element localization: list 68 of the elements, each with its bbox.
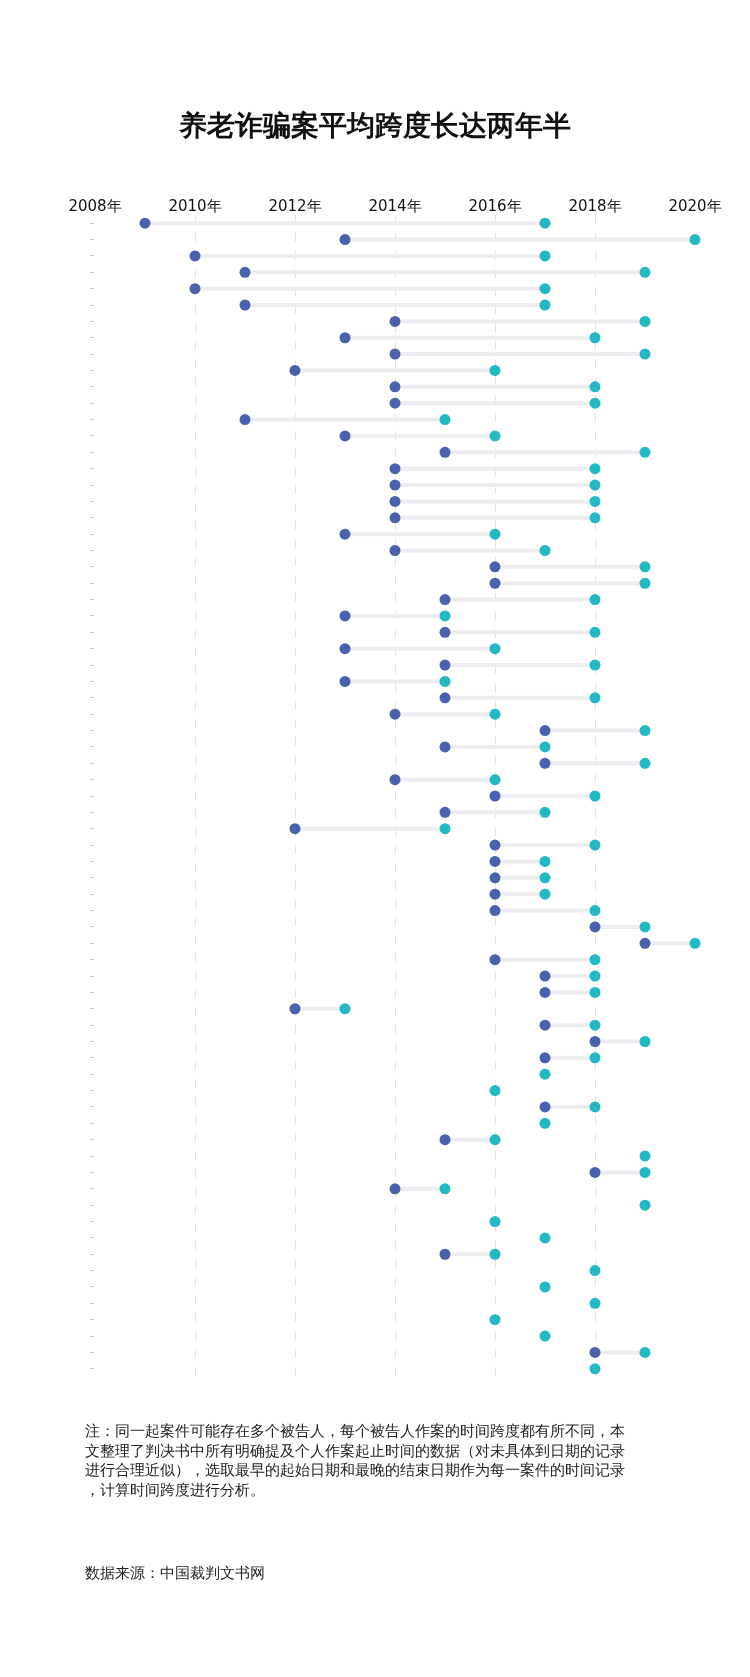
point	[289, 823, 301, 835]
x-tick-label: 2016年	[468, 197, 522, 215]
point	[389, 397, 401, 409]
point	[239, 266, 251, 278]
point	[539, 1019, 551, 1031]
point	[489, 839, 501, 851]
point	[339, 610, 351, 622]
point	[439, 806, 451, 818]
point	[589, 1035, 601, 1047]
x-tick-label: 2020年	[668, 197, 722, 215]
point	[389, 708, 401, 720]
point	[539, 725, 551, 737]
point	[439, 659, 451, 671]
x-tick-label: 2012年	[268, 197, 322, 215]
x-tick-label: 2008年	[68, 197, 122, 215]
point	[439, 692, 451, 704]
point	[389, 381, 401, 393]
point	[139, 217, 151, 229]
point	[339, 675, 351, 687]
point	[239, 299, 251, 311]
point	[389, 348, 401, 360]
point	[489, 855, 501, 867]
point	[489, 905, 501, 917]
point	[539, 986, 551, 998]
point	[389, 545, 401, 557]
x-tick-label: 2010年	[168, 197, 222, 215]
point	[339, 430, 351, 442]
text: 注：同一起案件可能存在多个被告人，每个被告人作案的时间跨度都有所不同，本文整理了判决书中所有明确提及个人作案起止时间的数据（对未具体到日期的记录进行合理近似），选取最早的起始日期和最晚的结束日期作为每一案件的时间记录，计算时间跨度进行分析。	[85, 1422, 625, 1499]
point	[639, 937, 651, 949]
point	[589, 1166, 601, 1178]
point	[339, 528, 351, 540]
source-note: 数据来源：中国裁判文书网	[85, 1564, 265, 1582]
point	[389, 479, 401, 491]
point	[589, 1346, 601, 1358]
point	[439, 1248, 451, 1260]
point	[489, 954, 501, 966]
point	[389, 315, 401, 327]
chart-title: 养老诈骗案平均跨度长达两年半	[178, 108, 571, 142]
point	[539, 970, 551, 982]
point	[289, 1003, 301, 1015]
point	[489, 577, 501, 589]
x-tick-label: 2018年	[568, 197, 622, 215]
point	[389, 463, 401, 475]
point	[339, 234, 351, 246]
point	[389, 1183, 401, 1195]
point	[389, 774, 401, 786]
point	[389, 495, 401, 507]
point	[439, 626, 451, 638]
point	[339, 332, 351, 344]
point	[489, 888, 501, 900]
point	[339, 643, 351, 655]
point	[189, 250, 201, 262]
point	[239, 414, 251, 426]
point	[539, 757, 551, 769]
point	[289, 364, 301, 376]
point	[189, 283, 201, 295]
x-tick-label: 2014年	[368, 197, 422, 215]
point	[439, 446, 451, 458]
point	[589, 921, 601, 933]
point	[489, 872, 501, 884]
point	[439, 741, 451, 753]
point	[389, 512, 401, 524]
point	[539, 1101, 551, 1113]
point	[439, 594, 451, 606]
point	[489, 790, 501, 802]
point	[539, 1052, 551, 1064]
point	[439, 1134, 451, 1146]
point	[489, 561, 501, 573]
